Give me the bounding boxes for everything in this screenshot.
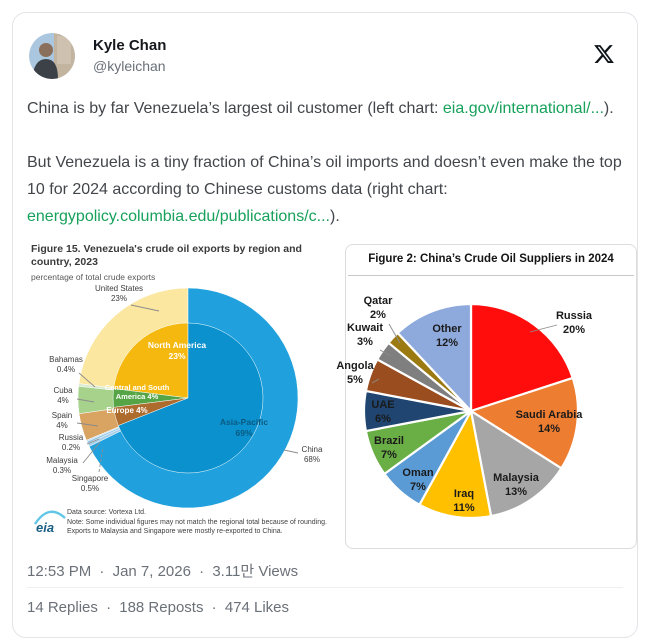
pie-slice-saudi-arabia [469,376,580,470]
tweet-p1-text: China is by far Venezuela’s largest oil … [27,100,443,117]
reposts-count[interactable]: 188 Reposts [119,599,204,616]
eia-logo: eia [34,510,66,535]
left-chart-subtitle: percentage of total crude exports [31,272,156,282]
tweet-views: 3.11만 Views [212,563,299,580]
pie-label-bahamas: Bahamas 0.4% [49,355,83,374]
footer-divider [27,587,623,588]
pie-label-other: Other 12% [432,323,462,349]
tweet-paragraph-1: China is by far Venezuela’s largest oil … [27,95,631,122]
pie-label-russia: Russia 20% [555,310,593,336]
tweet-time[interactable]: 12:53 PM [27,563,92,580]
pie-label-singapore: Singapore 0.5% [71,474,109,493]
avatar-photo [29,33,75,79]
note-reexport: Exports to Malaysia and Singapore were m… [67,528,283,535]
pie-slice-russia [469,302,574,413]
tweet-link-eia[interactable]: eia.gov/international/... [442,100,604,117]
note-source: Data source: Vortexa Ltd. [67,509,146,516]
tweet-p2-end: ). [329,208,340,225]
pie-label-iraq: Iraq 11% [453,488,475,514]
pie-label-oman: Oman 7% [402,467,434,493]
leader-line [98,446,104,473]
pie-label-united-states: United States 23% [94,284,144,303]
leader-line [388,323,401,344]
leader-line [86,438,100,445]
tweet-p1-end: ). [603,100,614,117]
pie-label-china: China 68% [301,445,323,464]
pie-slice-malaysia [469,409,563,518]
leader-line [379,349,392,357]
tweet-meta[interactable]: 12:53 PM · Jan 7, 2026 · 3.11만 Views [27,560,302,581]
pie-slice-iraq [418,409,493,520]
pie-label-angola: Angola 5% [336,360,374,386]
author-handle[interactable]: @kyleichan [93,58,166,74]
venezuela-pie-chart [76,287,299,509]
tweet-link-columbia[interactable]: energypolicy.columbia.edu/publications/c… [27,208,330,225]
pie-label-uae: UAE 6% [371,399,395,425]
media-right-chart-china-suppliers[interactable]: Figure 2: China’s Crude Oil Suppliers in… [336,244,637,549]
pie-label-russia: Russia 0.2% [58,433,84,452]
pie-label-central-south-america: Central and South America 4% [104,383,170,401]
pie-label-saudi-arabia: Saudi Arabia 14% [515,409,583,435]
pie-label-asia-pacific: Asia-Pacific 69% [219,417,269,438]
likes-count[interactable]: 474 Likes [224,599,290,616]
pie-label-europe: Europe 4% [106,406,148,415]
tweet-date[interactable]: Jan 7, 2026 [112,563,191,580]
note-rounding: Note: Some individual figures may not ma… [67,518,327,526]
leader-line [130,304,160,312]
author-name[interactable]: Kyle Chan [93,37,167,54]
leader-line [82,441,101,464]
pie-label-brazil: Brazil 7% [374,435,404,461]
avatar[interactable] [29,33,75,79]
pie-label-north-america: North America 23% [147,340,207,361]
tweet-text: China is by far Venezuela’s largest oil … [27,95,631,257]
pie-label-kuwait: Kuwait 3% [346,322,384,348]
leader-line [529,324,558,333]
media-left-chart-venezuela-exports[interactable]: Figure 15. Venezuela's crude oil exports… [27,241,337,546]
leader-line [371,378,380,384]
tweet-paragraph-2: But Venezuela is a tiny fraction of Chin… [27,149,631,230]
right-chart-title-rule [348,275,634,276]
leader-line [78,372,96,388]
pie-label-qatar: Qatar 2% [363,295,393,321]
tweet-card: Kyle Chan @kyleichan China is by far Ven… [12,12,638,638]
pie-label-malaysia: Malaysia 0.3% [46,456,78,475]
tweet-p2-text: But Venezuela is a tiny fraction of Chin… [27,154,622,198]
left-chart-notes: Data source: Vortexa Ltd. Note: Some ind… [67,508,327,537]
eia-logo-text: eia [36,520,54,535]
meta-separator: · [99,563,105,580]
leader-line [76,422,99,427]
leader-line [283,449,299,454]
china-suppliers-pie-chart [362,302,580,520]
pie-slice-asia-pacific [118,322,264,474]
engagement-separator: · [106,599,112,616]
right-chart-title: Figure 2: China’s Crude Oil Suppliers in… [368,253,614,265]
pie-label-spain: Spain 4% [51,411,73,430]
pie-label-malaysia: Malaysia 13% [493,472,539,498]
pie-label-cuba: Cuba 4% [53,386,73,405]
engagement-separator: · [211,599,217,616]
meta-separator: · [199,563,205,580]
pie-slice-other [396,302,473,413]
replies-count[interactable]: 14 Replies [27,599,98,616]
left-chart-title: Figure 15. Venezuela's crude oil exports… [31,243,302,268]
x-logo-icon[interactable] [593,43,615,65]
tweet-engagement: 14 Replies · 188 Reposts · 474 Likes [27,599,293,616]
leader-line [76,398,95,403]
pie-slice-north-america [113,322,189,399]
